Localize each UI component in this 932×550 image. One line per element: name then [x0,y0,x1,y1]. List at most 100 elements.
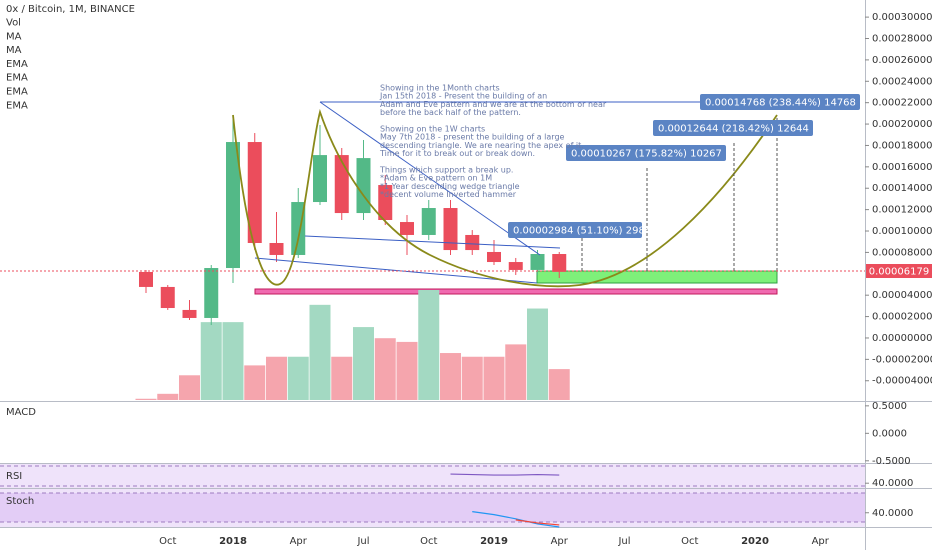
y-tick-label: 0.00012000 [872,205,932,216]
y-tick-label: 0.00010000 [872,226,932,237]
x-tick-label: Oct [681,536,698,547]
y-tick-label: 0.00026000 [872,55,932,66]
x-tick-label: Apr [290,536,308,547]
last-price-box [866,264,932,278]
rsi-background [0,464,865,488]
candle-body [378,185,393,220]
y-tick-label: 0.00022000 [872,98,932,109]
note-line: *1 Year descending wedge triangle [380,182,520,191]
y-tick-label: 0.00004000 [872,290,932,301]
x-tick-label: Jul [356,536,369,547]
y-tick-label: 0.00020000 [872,119,932,130]
y-tick-label: 40.0000 [872,508,913,519]
x-tick-label: Apr [812,536,830,547]
note-line: Showing in the 1Month charts [380,84,500,93]
chart-title: 0x / Bitcoin, 1M, BINANCE [6,4,135,15]
note-line: descending triangle. We are nearing the … [380,141,584,150]
note-line: Adam and Eve pattern and we are at the b… [380,100,607,109]
candle-body [421,208,436,235]
indicator-line [472,511,560,528]
candle-body [226,142,240,269]
volume-bar [266,356,287,400]
annotation-box [700,94,860,110]
legend-entry: EMA [6,73,28,84]
volume-bar [461,356,483,400]
note-line: Things which support a break up. [379,166,513,175]
legend-entry: MA [6,45,22,56]
volume-bar [440,353,461,400]
x-tick-label: 2018 [219,536,247,547]
volume-bar [396,341,418,400]
indicator-line [515,519,560,526]
y-tick-label: 0.00024000 [872,76,932,87]
support-zone [254,288,778,295]
x-tick-label: 2020 [741,536,769,547]
note-line: *Adam & Eve pattern on 1M [380,174,492,183]
candle-body [269,242,284,255]
legend-entry: EMA [6,59,28,70]
y-tick-label: -0.00002000 [872,354,932,365]
note-line: *decent volume Inverted hammer [380,190,517,199]
volume-bar [222,322,244,400]
target-arrows [581,118,778,271]
x-tick-label: Oct [420,536,437,547]
x-tick-label: 2019 [480,536,508,547]
candle-body [139,271,153,287]
pane-label: RSI [6,471,22,482]
candle-body [160,286,175,309]
note-line: Showing on the 1W charts [380,125,485,134]
annotation-label: 0.00010267 (175.82%) 10267 [571,149,722,160]
note-line: May 7th 2018 - present the building of a… [380,133,565,142]
volume-bar [287,356,309,400]
candle-body [204,268,219,318]
adam-eve-curve [232,108,778,288]
y-tick-label: 0.00030000 [872,12,932,23]
candle-body [530,254,545,270]
y-tick-label: 0.00008000 [872,247,932,258]
volume-bar [548,369,570,400]
volume-bar [244,365,266,400]
candle-body [508,262,523,270]
candles [135,115,570,400]
x-tick-label: Apr [551,536,569,547]
candle-body [313,155,327,203]
volume-bar [135,398,157,400]
stoch-band [0,493,865,522]
volume-bar [527,308,548,400]
volume-bar [200,322,222,400]
volume-bar [505,344,527,400]
y-tick-label: 0.00002000 [872,312,932,323]
candle-body [356,158,371,214]
y-tick-label: 0.0000 [872,428,907,439]
note-line: Time for it to break out or break down. [379,149,535,158]
legend-entry: Vol [6,18,21,29]
y-tick-label: 0.00000000 [872,333,932,344]
candle-body [247,142,262,243]
candle-body [465,234,480,251]
candle-body [487,251,501,263]
y-tick-label: -0.00004000 [872,376,932,387]
annotation-label: 0.00002984 (51.10%) 2984 [513,226,651,237]
y-tick-label: 0.00016000 [872,162,932,173]
pane-label: Stoch [6,496,34,507]
candle-body [552,254,567,272]
volume-bar [179,375,200,400]
volume-bar [353,327,374,400]
y-tick-label: -0.5000 [872,456,911,467]
pane-label: MACD [6,407,36,418]
legend-entry: MA [6,31,22,42]
x-tick-label: Oct [159,536,176,547]
volume-bar [157,393,179,400]
legend-entry: EMA [6,87,28,98]
volume-bar [483,356,505,400]
y-tick-label: 0.00014000 [872,183,932,194]
y-tick-label: 0.5000 [872,401,907,412]
note-line: Jan 15th 2018 - Present the building of … [379,92,547,101]
annotation-box [653,120,813,136]
y-tick-label: 40.0000 [872,478,913,489]
annotation-label: 0.00012644 (218.42%) 12644 [658,124,809,135]
candle-body [400,222,414,235]
y-tick-label: 0.00018000 [872,140,932,151]
